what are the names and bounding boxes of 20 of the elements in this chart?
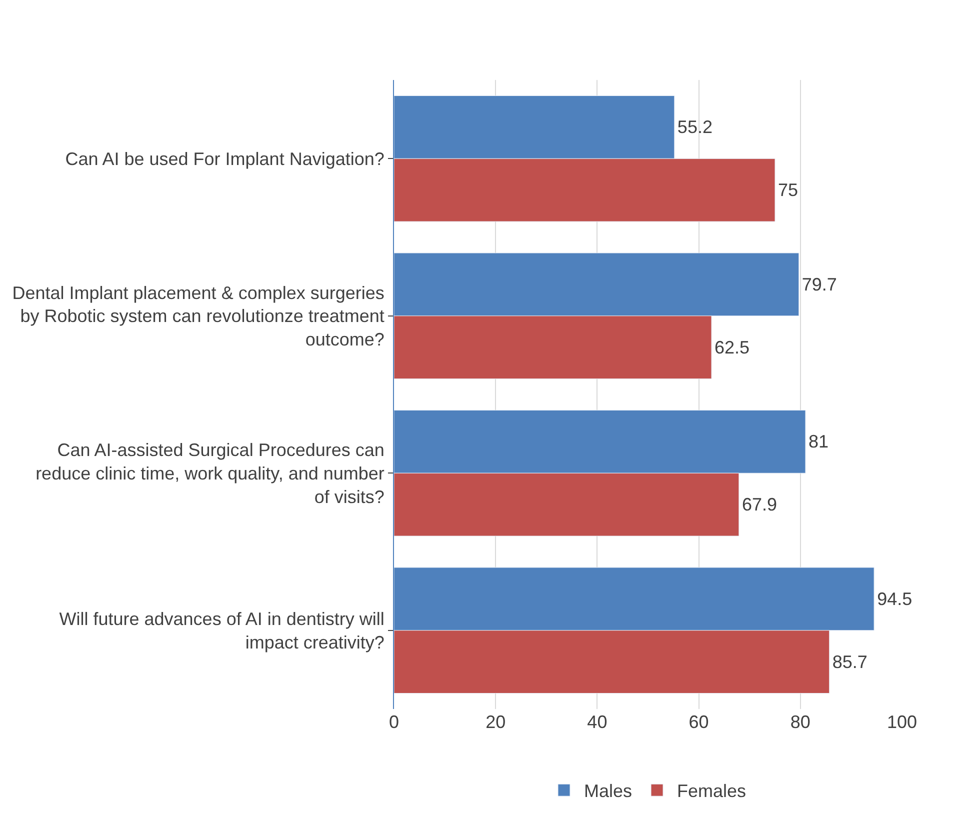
legend-label: Males [584,781,632,802]
data-label: 85.7 [832,652,868,672]
data-label: 75 [778,180,798,200]
y-tick-label: Can AI-assisted Surgical Procedures can reduce clinic time, work quality, and number of visits? [36,440,384,507]
x-tick-label: 100 [886,712,918,732]
x-tick-label: 40 [587,712,608,732]
x-tick-label: 60 [688,712,709,732]
legend-label: Females [677,781,746,802]
data-label: 55.2 [677,117,712,138]
y-tick-label: Dental Implant placement & complex surgeries by Robotic system can revolutionze treatment outcome? [12,282,384,350]
y-tick-label: Can AI be used For Implant Navigation? [65,148,384,169]
data-label: 62.5 [714,337,750,358]
x-tick-label: 20 [486,712,506,732]
data-label: 79.7 [802,274,837,294]
x-tick-label: 0 [388,712,400,732]
data-label: 94.5 [877,588,912,609]
data-label: 81 [808,432,829,452]
data-label: 67.9 [742,494,777,515]
x-tick-label: 80 [790,712,810,732]
y-tick-label: Will future advances of AI in dentistry will impact creativity? [59,608,384,652]
